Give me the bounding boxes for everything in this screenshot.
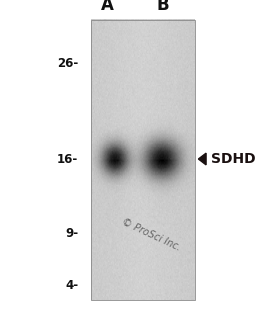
- Text: SDHD: SDHD: [211, 152, 256, 166]
- Text: © ProSci Inc.: © ProSci Inc.: [120, 217, 182, 253]
- Text: 16-: 16-: [57, 152, 78, 166]
- Text: 26-: 26-: [57, 57, 78, 70]
- Text: B: B: [156, 0, 169, 14]
- Bar: [91, 20, 195, 300]
- Text: 9-: 9-: [65, 227, 78, 240]
- Text: 4-: 4-: [65, 279, 78, 292]
- Polygon shape: [198, 153, 206, 165]
- Text: A: A: [101, 0, 114, 14]
